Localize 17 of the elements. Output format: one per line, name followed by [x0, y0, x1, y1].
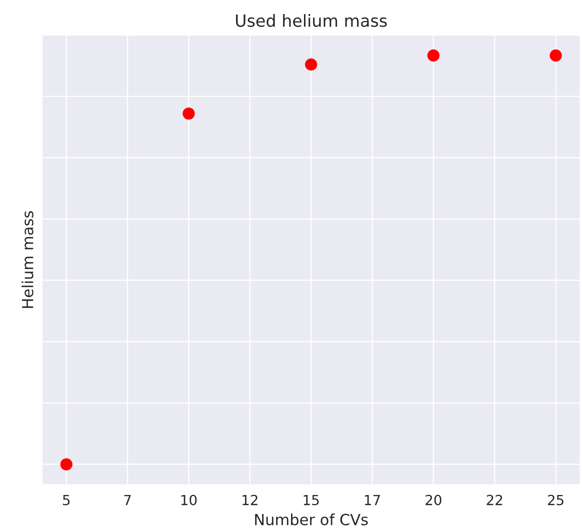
point: [305, 58, 318, 71]
x-tick-label: 22: [486, 494, 502, 506]
x-tick-label: 12: [242, 494, 258, 506]
x-tick-label: 7: [124, 494, 131, 506]
point: [60, 458, 72, 470]
x-tick-label: 17: [364, 494, 380, 506]
x-axis-title: Number of CVs: [255, 514, 368, 526]
x-tick-label: 5: [63, 494, 70, 506]
x-tick-label: 20: [426, 494, 442, 506]
chart-title: Used helium mass: [236, 14, 387, 27]
x-tick-label: 15: [304, 494, 319, 506]
y-axis-title: Helium mass: [22, 211, 34, 308]
x-tick-label: 10: [181, 494, 197, 506]
point: [427, 49, 440, 62]
point: [550, 49, 562, 62]
x-tick-label: 25: [548, 494, 564, 506]
point: [182, 107, 195, 120]
